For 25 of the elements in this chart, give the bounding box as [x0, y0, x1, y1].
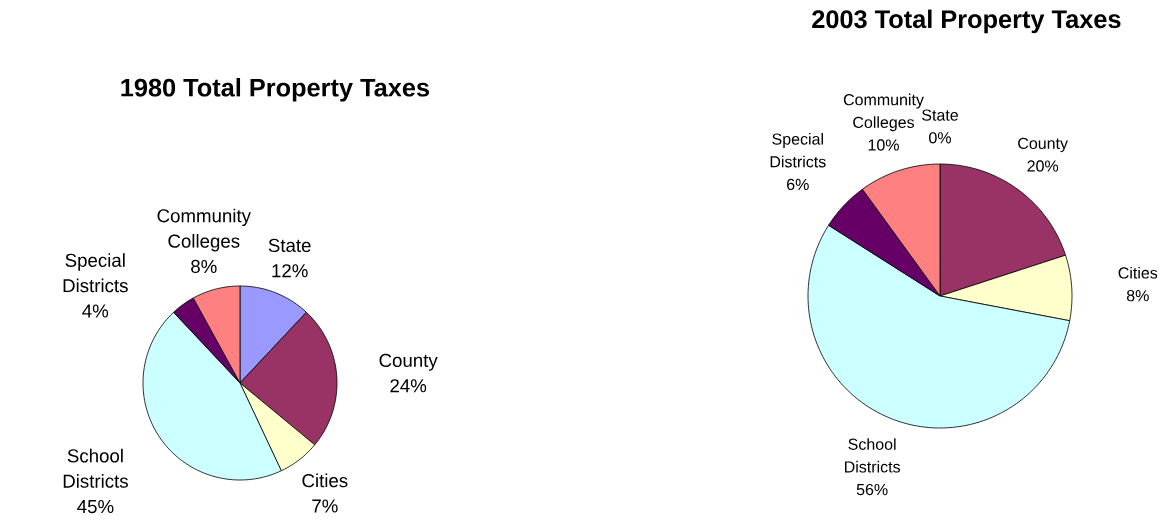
slice-label: County [1018, 137, 1068, 153]
data-label: 6% [787, 178, 809, 191]
chart-title: 1980 Total Property Taxes [121, 78, 429, 102]
data-label: 8% [1126, 289, 1149, 302]
category-label: State [922, 109, 958, 121]
slice-label: School Districts [63, 448, 128, 488]
data-label: 12% [272, 264, 308, 278]
data-label: 8% [191, 259, 217, 274]
slice-label: State [268, 238, 311, 253]
data-label: 4% [82, 304, 109, 318]
data-label: 20% [1027, 160, 1059, 172]
slice-label: Special Districts [770, 133, 826, 168]
data-label: 7% [312, 499, 338, 513]
data-label: 24% [390, 379, 427, 393]
slice-label: School Districts [845, 438, 901, 473]
slice-label: Cities [302, 473, 348, 488]
slice-label: Special Districts [63, 253, 128, 293]
slice-label: County [379, 353, 438, 371]
text: 0% [929, 132, 951, 144]
data-label: 10% [868, 139, 899, 151]
data-label: 45% [77, 500, 114, 514]
data-label: 56% [856, 483, 888, 496]
slice-label: Community Colleges [157, 208, 251, 252]
slice-label: Cities [1118, 266, 1158, 279]
chart-title: 2003 Total Property Taxes [812, 9, 1121, 34]
